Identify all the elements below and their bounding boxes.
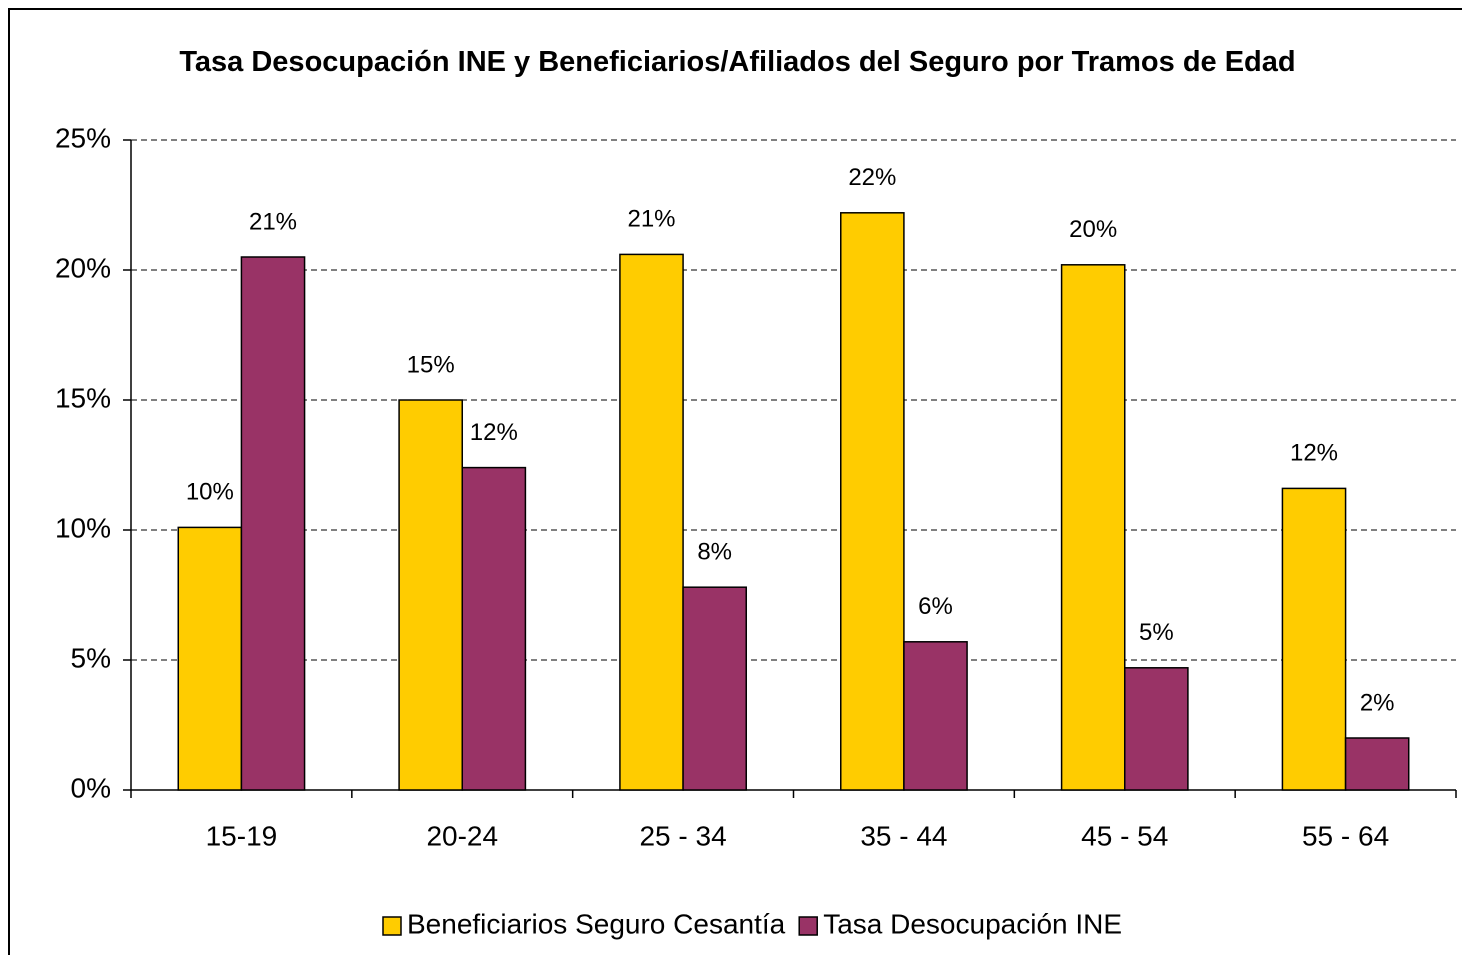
bar (682, 586, 747, 791)
bar (461, 466, 527, 791)
x-tick-label: 55 - 64 (1302, 820, 1389, 851)
data-label: 15% (407, 351, 455, 378)
data-label: 8% (697, 539, 732, 566)
legend-swatch (382, 916, 402, 936)
bar (1281, 487, 1347, 791)
x-tick-label: 15-19 (206, 820, 278, 851)
y-tick-label: 15% (55, 382, 111, 413)
x-tick-label: 35 - 44 (860, 820, 947, 851)
x-tick-label: 45 - 54 (1081, 820, 1168, 851)
bar (240, 256, 306, 791)
data-label: 12% (470, 419, 518, 446)
x-tick-label: 20-24 (426, 820, 498, 851)
legend-label: Tasa Desocupación INE (823, 908, 1122, 939)
bar (619, 253, 684, 791)
bar (398, 399, 464, 791)
data-label: 6% (918, 593, 953, 620)
bar (903, 641, 968, 791)
x-tick-label: 25 - 34 (639, 820, 726, 851)
y-tick-label: 25% (55, 122, 111, 153)
chart-title: Tasa Desocupación INE y Beneficiarios/Af… (179, 46, 1296, 78)
bar (1060, 264, 1126, 791)
bar (1344, 737, 1410, 791)
y-tick-label: 20% (55, 252, 111, 283)
data-label: 5% (1139, 619, 1174, 646)
data-label: 12% (1290, 440, 1338, 467)
bar (177, 526, 243, 791)
data-label: 10% (186, 479, 234, 506)
data-label: 20% (1069, 216, 1117, 243)
data-label: 21% (627, 206, 675, 233)
bar (840, 212, 905, 791)
bar (1124, 667, 1189, 791)
y-tick-label: 0% (71, 772, 111, 803)
y-tick-label: 5% (71, 642, 111, 673)
legend-swatch (798, 916, 818, 936)
legend-label: Beneficiarios Seguro Cesantía (407, 908, 786, 939)
data-label: 21% (249, 208, 297, 235)
data-label: 2% (1360, 689, 1395, 716)
y-tick-label: 10% (55, 512, 111, 543)
data-label: 22% (848, 164, 896, 191)
